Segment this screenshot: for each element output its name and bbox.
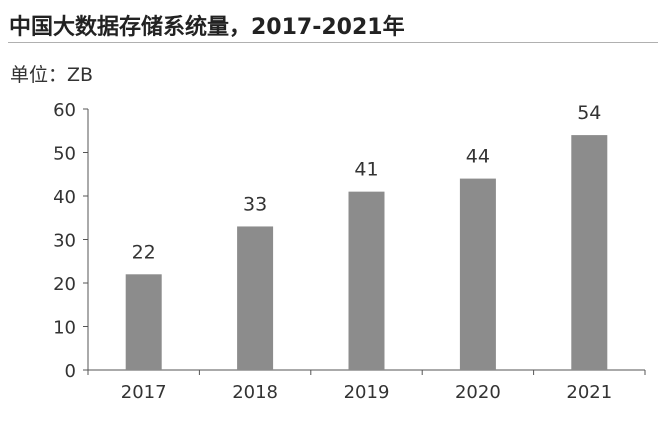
bar-2020 xyxy=(459,178,496,370)
y-tick-label: 20 xyxy=(53,274,76,295)
chart-title: 中国大数据存储系统量，2017-2021年 xyxy=(9,15,405,40)
x-tick-label: 2018 xyxy=(232,382,278,403)
unit-label: 单位：ZB xyxy=(10,64,94,86)
y-tick-label: 60 xyxy=(53,100,76,121)
x-tick-label: 2020 xyxy=(455,382,501,403)
bar-2021 xyxy=(571,135,608,370)
y-tick-label: 40 xyxy=(53,187,76,208)
bars xyxy=(125,135,608,370)
data-label: 22 xyxy=(132,241,156,263)
y-tick-label: 10 xyxy=(53,318,76,339)
y-axis: 0 10 20 30 40 50 60 xyxy=(53,100,89,382)
data-label: 41 xyxy=(354,159,378,181)
bar-2018 xyxy=(237,226,274,370)
y-tick-label: 30 xyxy=(53,231,76,252)
y-tick-label: 0 xyxy=(65,361,76,382)
x-axis: 2017 2018 2019 2020 2021 xyxy=(87,369,646,403)
x-tick-label: 2019 xyxy=(344,382,390,403)
bar-2019 xyxy=(348,191,385,370)
data-label: 44 xyxy=(466,146,490,168)
x-tick-label: 2017 xyxy=(121,382,167,403)
data-label: 54 xyxy=(577,102,601,124)
y-tick-label: 50 xyxy=(53,144,76,165)
bar-2017 xyxy=(125,274,162,370)
x-tick-label: 2021 xyxy=(566,382,612,403)
title-divider xyxy=(8,42,658,43)
data-labels: 22 33 41 44 54 xyxy=(132,102,602,263)
data-label: 33 xyxy=(243,193,267,215)
